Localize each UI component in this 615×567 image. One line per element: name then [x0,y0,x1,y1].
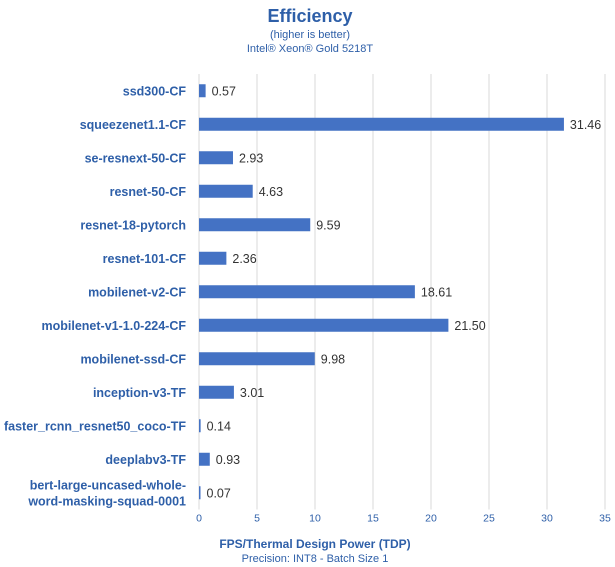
value-label-resnet-50-cf: 4.63 [259,185,283,199]
category-label-inception-v3-tf: inception-v3-TF [93,386,186,400]
x-tick-35: 35 [599,513,611,525]
bar-se-resnext-50-cf [199,151,233,165]
bar-resnet-101-cf [199,251,227,265]
chart-processor: Intel® Xeon® Gold 5218T [247,43,374,55]
bars [199,84,564,500]
category-label-squeezenet1-1-cf: squeezenet1.1-CF [80,118,187,132]
value-label-mobilenet-v2-cf: 18.61 [421,285,452,299]
category-label-mobilenet-ssd-cf: mobilenet-ssd-CF [80,352,186,366]
bar-deeplabv3-tf [199,452,210,466]
bar-mobilenet-v1-1-0-224-cf [199,318,449,332]
value-label-deeplabv3-tf: 0.93 [216,453,240,467]
bar-mobilenet-ssd-cf [199,352,315,366]
bar-resnet-18-pytorch [199,218,311,232]
x-tick-15: 15 [367,513,379,525]
category-label-mobilenet-v2-cf: mobilenet-v2-CF [88,285,186,299]
x-axis-label: FPS/Thermal Design Power (TDP) [219,537,410,551]
category-label-resnet-50-cf: resnet-50-CF [110,185,187,199]
bar-squeezenet1-1-cf [199,117,564,131]
chart-title: Efficiency [267,6,352,26]
category-label-se-resnext-50-cf: se-resnext-50-CF [85,151,187,165]
category-label-bert-large-uncased-whole-word-masking-squad-0001: bert-large-uncased-whole-word-masking-sq… [27,478,186,508]
category-label-mobilenet-v1-1-0-224-cf: mobilenet-v1-1.0-224-CF [42,319,187,333]
value-label-se-resnext-50-cf: 2.93 [239,151,263,165]
bar-mobilenet-v2-cf [199,285,415,299]
value-labels: 0.57 31.46 2.93 4.63 9.59 2.36 18.61 21.50 9.98 3… [207,84,602,500]
bar-resnet-50-cf [199,184,253,198]
x-tick-5: 5 [254,513,260,525]
value-label-ssd300-cf: 0.57 [212,84,236,98]
category-labels: ssd300-CF squeezenet1.1-CF se-resnext-50-C… [4,84,186,508]
value-label-faster-rcnn-resnet50-coco-tf: 0.14 [207,419,231,433]
x-axis-sublabel: Precision: INT8 - Batch Size 1 [242,553,389,565]
bar-bert-large-uncased-whole-word-masking-squad-0001 [199,486,201,500]
x-tick-25: 25 [483,513,495,525]
value-label-squeezenet1-1-cf: 31.46 [570,118,601,132]
category-label-resnet-101-cf: resnet-101-CF [103,252,187,266]
x-tick-10: 10 [309,513,321,525]
value-label-resnet-18-pytorch: 9.59 [316,218,340,232]
bar-inception-v3-tf [199,385,234,399]
category-label-resnet-18-pytorch: resnet-18-pytorch [80,218,186,232]
x-tick-labels: 0 5 10 15 20 25 30 35 [196,513,611,525]
x-tick-30: 30 [541,513,553,525]
category-label-ssd300-cf: ssd300-CF [123,84,187,98]
x-tick-20: 20 [425,513,437,525]
category-label-faster-rcnn-resnet50-coco-tf: faster_rcnn_resnet50_coco-TF [4,419,186,433]
chart-subtitle: (higher is better) [270,29,350,41]
value-label-inception-v3-tf: 3.01 [240,386,264,400]
value-label-mobilenet-v1-1-0-224-cf: 21.50 [454,319,485,333]
category-label-deeplabv3-tf: deeplabv3-TF [105,453,186,467]
x-tick-0: 0 [196,513,202,525]
value-label-mobilenet-ssd-cf: 9.98 [321,352,345,366]
value-label-bert-large-uncased-whole-word-masking-squad-0001: 0.07 [207,486,231,500]
bar-ssd300-cf [199,84,206,98]
bar-faster-rcnn-resnet50-coco-tf [199,419,201,433]
value-label-resnet-101-cf: 2.36 [232,252,256,266]
